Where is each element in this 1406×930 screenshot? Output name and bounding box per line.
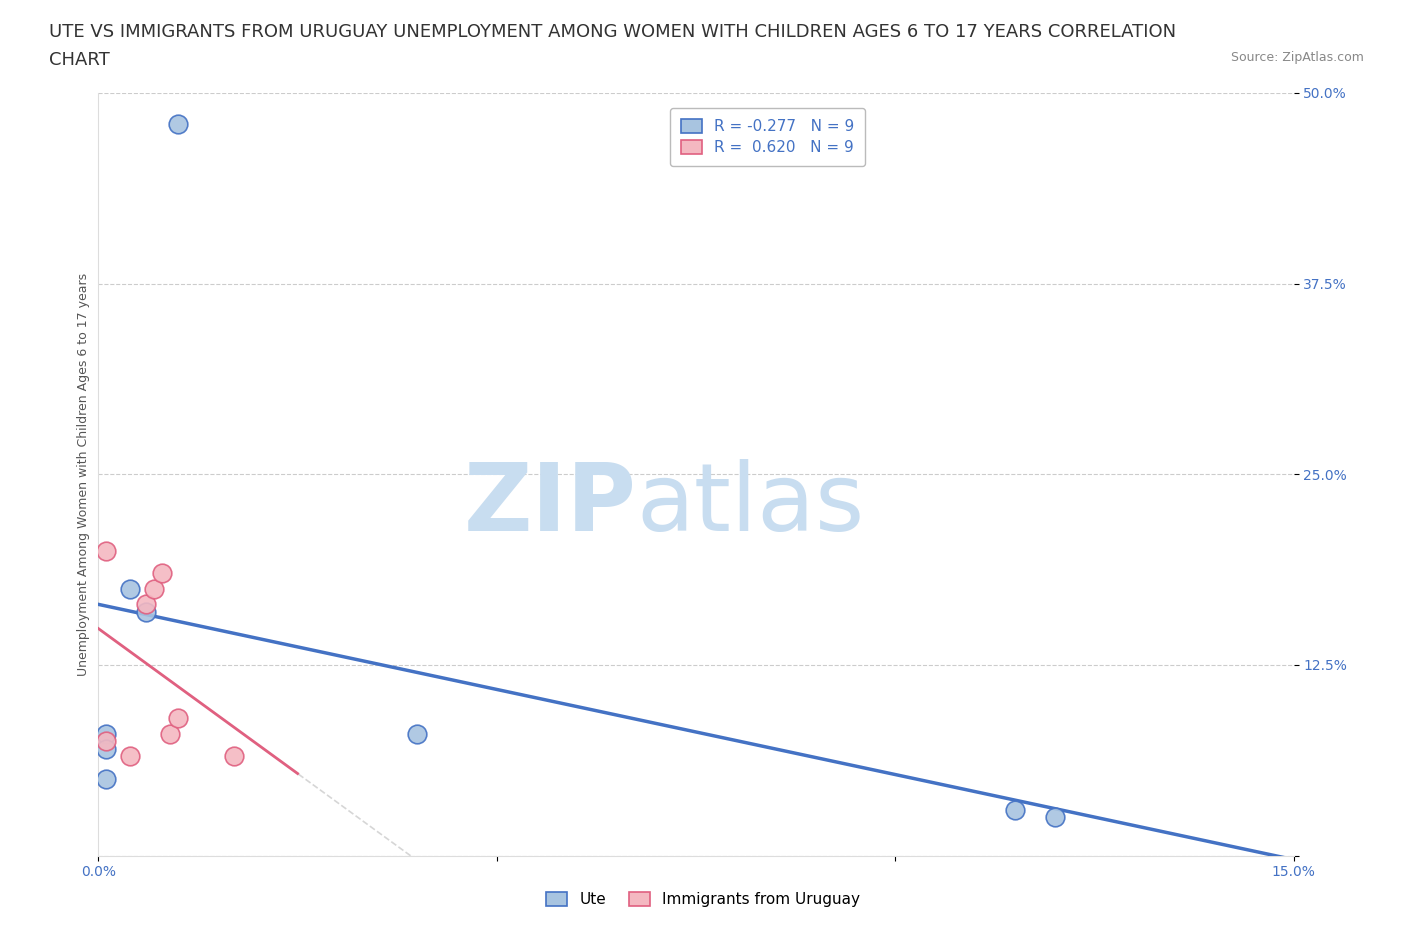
- Point: [406, 726, 429, 741]
- Point: [120, 749, 142, 764]
- Point: [120, 581, 142, 596]
- Point: [135, 604, 157, 619]
- Point: [222, 749, 245, 764]
- Point: [96, 772, 118, 787]
- Text: UTE VS IMMIGRANTS FROM URUGUAY UNEMPLOYMENT AMONG WOMEN WITH CHILDREN AGES 6 TO : UTE VS IMMIGRANTS FROM URUGUAY UNEMPLOYM…: [49, 23, 1177, 41]
- Point: [167, 711, 190, 725]
- Point: [159, 726, 181, 741]
- Point: [1043, 810, 1066, 825]
- Point: [96, 741, 118, 756]
- Point: [150, 566, 173, 581]
- Y-axis label: Unemployment Among Women with Children Ages 6 to 17 years: Unemployment Among Women with Children A…: [77, 272, 90, 676]
- Text: atlas: atlas: [637, 458, 865, 551]
- Text: CHART: CHART: [49, 51, 110, 69]
- Point: [96, 543, 118, 558]
- Legend: R = -0.277   N = 9, R =  0.620   N = 9: R = -0.277 N = 9, R = 0.620 N = 9: [671, 108, 865, 166]
- Point: [96, 726, 118, 741]
- Point: [143, 581, 166, 596]
- Text: ZIP: ZIP: [464, 458, 637, 551]
- Point: [135, 596, 157, 611]
- Text: Source: ZipAtlas.com: Source: ZipAtlas.com: [1230, 51, 1364, 64]
- Legend: Ute, Immigrants from Uruguay: Ute, Immigrants from Uruguay: [540, 885, 866, 913]
- Point: [167, 116, 190, 131]
- Point: [1004, 803, 1026, 817]
- Point: [96, 734, 118, 749]
